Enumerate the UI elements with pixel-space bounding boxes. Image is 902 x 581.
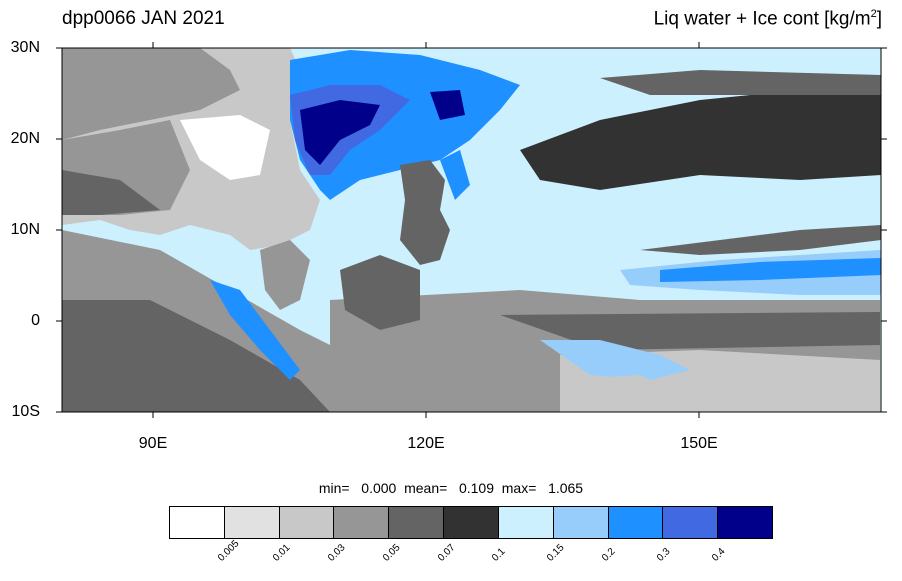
colorbar-swatch — [170, 507, 225, 538]
lat-label: 10S — [11, 403, 40, 420]
colorbar-swatch — [279, 507, 335, 538]
colorbar-swatch — [389, 507, 445, 538]
colorbar-swatch — [334, 507, 390, 538]
colorbar-swatch — [224, 507, 280, 538]
colorbar-swatch — [444, 507, 499, 538]
lat-label: 30N — [10, 39, 40, 56]
colorbar — [169, 506, 773, 539]
lat-label: 0 — [31, 312, 40, 329]
lat-label: 10N — [10, 221, 40, 238]
colorbar-swatch — [718, 507, 772, 538]
colorbar-swatch — [608, 507, 664, 538]
colorbar-swatch — [663, 507, 719, 538]
lon-label: 90E — [138, 435, 168, 452]
lat-label: 20N — [10, 130, 40, 147]
colorbar-swatch — [498, 507, 554, 538]
lon-label: 120E — [407, 435, 445, 452]
variable-title: Liq water + Ice cont [kg/m2] — [653, 8, 882, 30]
plot-title: dpp0066 JAN 2021 — [62, 8, 225, 29]
field-statistics: min= 0.000 mean= 0.109 max= 1.065 — [318, 480, 584, 496]
colorbar-swatch — [553, 507, 609, 538]
lon-label: 150E — [680, 435, 718, 452]
